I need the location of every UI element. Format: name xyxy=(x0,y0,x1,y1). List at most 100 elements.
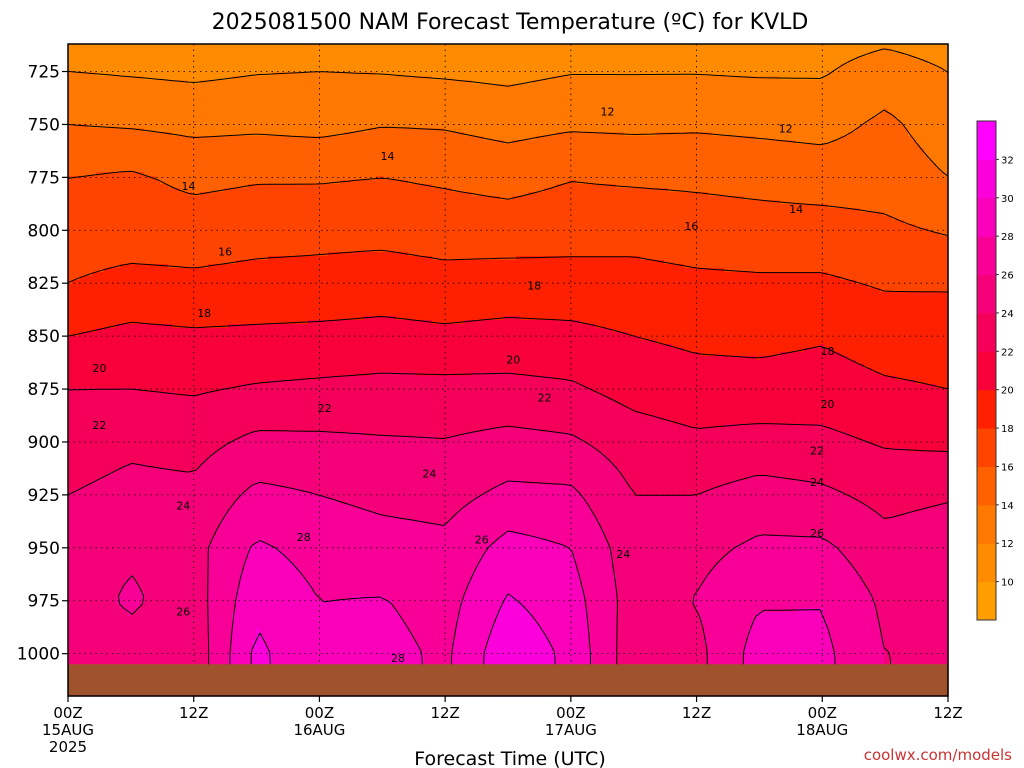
field-cell xyxy=(80,336,85,341)
field-cell xyxy=(108,308,113,313)
field-cell xyxy=(96,212,101,217)
field-cell xyxy=(184,628,189,633)
field-cell xyxy=(120,488,125,493)
field-cell xyxy=(80,308,85,313)
field-cell xyxy=(168,608,173,613)
field-cell xyxy=(104,132,109,137)
field-cell xyxy=(124,104,129,109)
field-cell xyxy=(100,572,105,577)
field-cell xyxy=(76,280,81,285)
field-cell xyxy=(120,456,125,461)
field-cell xyxy=(84,420,89,425)
field-cell xyxy=(100,60,105,65)
field-cell xyxy=(124,240,129,245)
field-cell xyxy=(104,660,109,665)
field-cell xyxy=(96,88,101,93)
field-cell xyxy=(160,88,165,93)
field-cell xyxy=(96,160,101,165)
field-cell xyxy=(140,220,145,225)
field-cell xyxy=(152,132,157,137)
field-cell xyxy=(104,644,109,649)
field-cell xyxy=(168,196,173,201)
field-cell xyxy=(156,300,161,305)
field-cell xyxy=(140,536,145,541)
field-cell xyxy=(144,636,149,641)
field-cell xyxy=(116,128,121,133)
field-cell xyxy=(88,352,93,357)
field-cell xyxy=(88,628,93,633)
field-cell xyxy=(164,620,169,625)
field-cell xyxy=(148,416,153,421)
field-cell xyxy=(156,48,161,53)
field-cell xyxy=(164,428,169,433)
field-cell xyxy=(168,168,173,173)
field-cell xyxy=(144,408,149,413)
field-cell xyxy=(124,548,129,553)
field-cell xyxy=(132,384,137,389)
field-cell xyxy=(164,224,169,229)
field-cell xyxy=(96,612,101,617)
field-cell xyxy=(152,72,157,77)
field-cell xyxy=(136,620,141,625)
field-cell xyxy=(104,284,109,289)
field-cell xyxy=(144,256,149,261)
field-cell xyxy=(108,364,113,369)
field-cell xyxy=(172,384,177,389)
field-cell xyxy=(128,564,133,569)
field-cell xyxy=(148,588,153,593)
field-cell xyxy=(188,424,193,429)
field-cell xyxy=(116,140,121,145)
field-cell xyxy=(144,164,149,169)
field-cell xyxy=(80,116,85,121)
field-cell xyxy=(80,120,85,125)
field-cell xyxy=(176,336,181,341)
field-cell xyxy=(112,608,117,613)
field-cell xyxy=(184,484,189,489)
field-cell xyxy=(112,356,117,361)
field-cell xyxy=(84,408,89,413)
field-cell xyxy=(184,100,189,105)
field-cell xyxy=(100,380,105,385)
field-cell xyxy=(88,564,93,569)
field-cell xyxy=(136,628,141,633)
field-cell xyxy=(144,148,149,153)
field-cell xyxy=(80,112,85,117)
field-cell xyxy=(100,260,105,265)
field-cell xyxy=(88,112,93,117)
field-cell xyxy=(156,52,161,57)
field-cell xyxy=(128,92,133,97)
field-cell xyxy=(120,156,125,161)
field-cell xyxy=(72,540,77,545)
field-cell xyxy=(184,624,189,629)
field-cell xyxy=(148,216,153,221)
field-cell xyxy=(108,228,113,233)
field-cell xyxy=(160,144,165,149)
field-cell xyxy=(72,564,77,569)
field-cell xyxy=(188,412,193,417)
field-cell xyxy=(140,288,145,293)
field-cell xyxy=(148,328,153,333)
field-cell xyxy=(124,528,129,533)
field-cell xyxy=(184,568,189,573)
field-cell xyxy=(176,140,181,145)
field-cell xyxy=(92,196,97,201)
field-cell xyxy=(140,328,145,333)
field-cell xyxy=(164,268,169,273)
field-cell xyxy=(108,164,113,169)
field-cell xyxy=(132,396,137,401)
field-cell xyxy=(108,480,113,485)
field-cell xyxy=(140,420,145,425)
field-cell xyxy=(112,140,117,145)
field-cell xyxy=(72,116,77,121)
field-cell xyxy=(120,424,125,429)
field-cell xyxy=(76,296,81,301)
field-cell xyxy=(132,564,137,569)
field-cell xyxy=(104,380,109,385)
field-cell xyxy=(80,496,85,501)
field-cell xyxy=(156,100,161,105)
field-cell xyxy=(148,648,153,653)
field-cell xyxy=(76,596,81,601)
field-cell xyxy=(100,276,105,281)
field-cell xyxy=(148,364,153,369)
field-cell xyxy=(100,596,105,601)
